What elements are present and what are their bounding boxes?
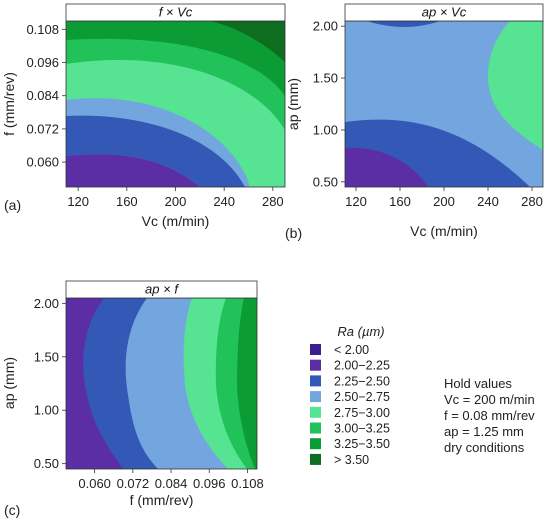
legend-label: 3.25−3.50 (334, 437, 390, 451)
legend-label: < 2.00 (334, 343, 369, 357)
y-tick-label: 0.108 (26, 22, 59, 37)
y-tick-label: 2.00 (34, 296, 59, 311)
hold-value-line: Vc = 200 m/min (444, 392, 535, 407)
panel-title-c: ap × f (145, 282, 179, 297)
y-tick-label: 1.50 (34, 349, 59, 364)
legend-label: 2.75−3.00 (334, 406, 390, 420)
panel-b: ap × Vc 120 160 200 240 280 0.50 1.00 1.50 2.00… (285, 3, 544, 241)
y-tick-label: 0.060 (26, 155, 59, 170)
legend-items: < 2.00 2.00−2.252.25−2.50 2.50−2.75 2.75−3.… (310, 343, 390, 467)
legend-swatch (310, 391, 321, 403)
y-axis-label-b: ap (mm) (285, 78, 301, 130)
legend-title: Ra (µm) (337, 324, 384, 339)
legend-swatch (310, 453, 321, 465)
x-tick-label: 120 (345, 194, 367, 209)
x-tick-label: 280 (521, 194, 543, 209)
x-tick-label: 280 (262, 194, 284, 209)
legend-label: 2.50−2.75 (334, 390, 390, 404)
x-tick-label: 120 (67, 194, 89, 209)
y-axis-label-c: ap (mm) (1, 357, 17, 409)
x-tick-label: 200 (165, 194, 187, 209)
y-tick-label: 1.50 (313, 71, 338, 86)
hold-values-title: Hold values (444, 376, 512, 391)
legend-swatch (310, 406, 321, 418)
legend-swatch (310, 344, 321, 355)
y-tick-label: 0.084 (26, 88, 59, 103)
region-c-2.00-2.25 (66, 298, 123, 469)
panel-title-b: ap × Vc (422, 5, 467, 20)
region-b-2.75-3.00 (487, 21, 543, 150)
x-tick-label: 240 (213, 194, 235, 209)
x-tick-label: 0.060 (78, 476, 111, 491)
x-tick-label: 200 (433, 194, 455, 209)
y-ticks-b: 0.50 1.00 1.50 2.00 (313, 19, 345, 189)
legend-swatch (310, 375, 321, 387)
legend-label: 3.00−3.25 (334, 422, 390, 436)
panel-title-a: f × Vc (159, 5, 193, 20)
region-a-2.25-2.50 (66, 115, 245, 187)
region-c-3.25-3.50 (237, 298, 257, 469)
x-tick-label: 0.084 (155, 476, 188, 491)
panel-letter-c: (c) (4, 502, 20, 518)
x-tick-label: 0.072 (117, 476, 150, 491)
contour-fill-a (66, 21, 285, 187)
x-tick-label: 160 (116, 194, 138, 209)
x-ticks-c: 0.060 0.072 0.084 0.096 0.108 (78, 469, 264, 491)
region-a-3.25-3.50 (66, 21, 285, 96)
x-tick-label: 0.108 (231, 476, 264, 491)
y-tick-label: 0.50 (34, 456, 59, 471)
x-ticks-b: 120 160 200 240 280 (345, 187, 543, 209)
region-a-2.00-2.25 (66, 154, 200, 187)
y-tick-label: 1.00 (34, 403, 59, 418)
panel-c: ap × f 0.060 0.072 0.084 0.096 0.108 0.50 1.0… (1, 280, 264, 518)
x-tick-label: 0.096 (193, 476, 226, 491)
x-ticks-a: 120 160 200 240 280 (67, 187, 284, 209)
region-a-gt-3.50 (210, 21, 285, 62)
y-tick-label: 0.096 (26, 55, 59, 70)
y-tick-label: 0.072 (26, 121, 59, 136)
title-strip-a (65, 3, 286, 22)
contour-fill-c (66, 298, 257, 469)
x-axis-label-c: f (mm/rev) (130, 492, 194, 508)
legend-label: 2.00−2.25 (334, 359, 390, 373)
hold-value-line: dry conditions (444, 440, 525, 455)
y-ticks-a: 0.060 0.072 0.084 0.096 0.108 (26, 22, 66, 170)
x-axis-label-b: Vc (m/min) (410, 223, 478, 239)
y-tick-label: 0.50 (313, 174, 338, 189)
title-strip-c (65, 280, 258, 299)
region-b-top-2.25-2.50 (367, 21, 440, 28)
y-axis-label-a: f (mm/rev) (1, 72, 17, 136)
y-tick-label: 2.00 (313, 19, 338, 34)
x-axis-label-a: Vc (m/min) (142, 213, 210, 229)
region-b-2.00-2.25 (345, 147, 428, 187)
x-tick-label: 240 (477, 194, 499, 209)
legend: Ra (µm) < 2.00 2.00−2.252.25−2.50 2.50−2.7… (310, 324, 390, 467)
y-tick-label: 1.00 (313, 122, 338, 137)
legend-swatch (310, 422, 321, 434)
hold-value-line: f = 0.08 mm/rev (444, 408, 535, 423)
legend-swatch (310, 359, 321, 371)
hold-value-line: ap = 1.25 mm (444, 424, 524, 439)
legend-label: > 3.50 (334, 453, 369, 467)
y-ticks-c: 0.50 1.00 1.50 2.00 (34, 296, 66, 471)
legend-label: 2.25−2.50 (334, 374, 390, 388)
panel-letter-b: (b) (285, 225, 302, 241)
title-strip-b (344, 3, 544, 22)
x-tick-label: 160 (389, 194, 411, 209)
panel-a: f × Vc 120 160 200 240 280 0.0600.0720.0840.… (1, 3, 286, 229)
legend-swatch (310, 438, 321, 450)
contour-fill-b (345, 21, 543, 187)
panel-letter-a: (a) (4, 197, 21, 213)
